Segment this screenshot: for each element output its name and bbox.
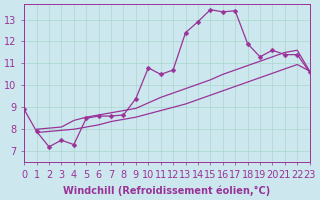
- X-axis label: Windchill (Refroidissement éolien,°C): Windchill (Refroidissement éolien,°C): [63, 185, 270, 196]
